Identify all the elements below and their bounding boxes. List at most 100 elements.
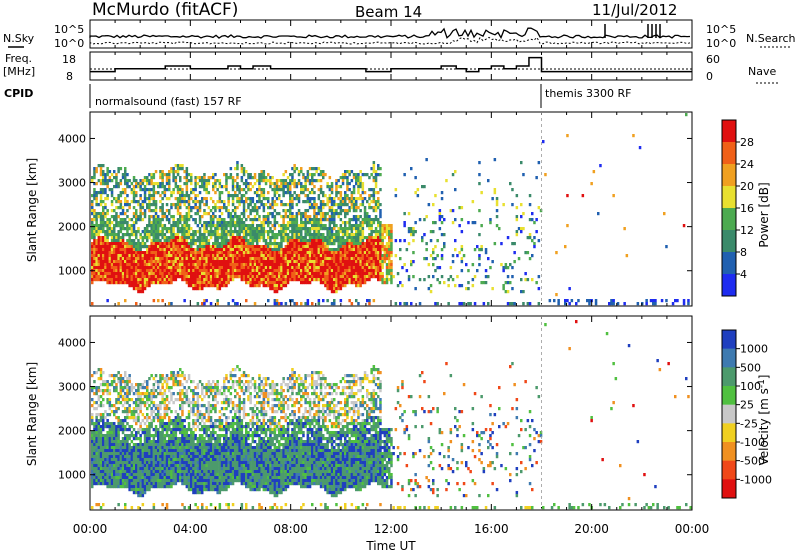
data-cell <box>271 206 274 210</box>
data-cell <box>238 224 241 228</box>
data-cell <box>517 227 521 231</box>
data-cell <box>234 215 237 219</box>
data-cell <box>190 173 193 177</box>
data-cell <box>374 191 378 195</box>
data-cell <box>493 188 497 192</box>
data-cell <box>434 269 437 273</box>
data-cell <box>350 236 354 240</box>
data-cell <box>93 230 96 234</box>
data-cell <box>139 242 142 246</box>
data-cell <box>99 182 103 186</box>
data-cell <box>346 239 349 243</box>
data-cell <box>150 260 153 264</box>
data-cell <box>429 239 433 243</box>
data-cell <box>271 272 274 276</box>
data-cell <box>132 245 136 249</box>
data-cell <box>223 224 226 228</box>
data-cell <box>361 278 365 282</box>
data-cell <box>361 203 365 207</box>
data-cell <box>161 278 164 282</box>
data-cell <box>258 224 261 228</box>
data-cell <box>379 248 382 252</box>
data-cell <box>165 239 169 243</box>
data-cell <box>141 230 145 234</box>
data-cell <box>113 275 116 279</box>
data-cell <box>341 173 345 177</box>
data-cell <box>126 479 129 483</box>
data-cell <box>95 467 98 471</box>
data-cell <box>291 242 294 246</box>
data-cell <box>262 239 266 243</box>
data-cell <box>168 197 171 201</box>
data-cell <box>273 284 277 288</box>
data-cell <box>137 239 140 243</box>
data-cell <box>185 194 189 198</box>
data-cell <box>416 194 420 198</box>
data-cell <box>194 197 197 201</box>
data-cell <box>124 506 127 510</box>
data-cell <box>99 482 103 486</box>
data-cell <box>126 446 129 450</box>
beam-title: Beam 14 <box>355 3 422 21</box>
data-cell <box>337 197 340 201</box>
data-cell <box>355 239 358 243</box>
data-cell <box>207 242 211 246</box>
data-cell <box>141 287 145 291</box>
data-cell <box>487 275 490 279</box>
data-cell <box>192 248 195 252</box>
data-cell <box>159 257 162 261</box>
data-cell <box>143 260 147 264</box>
data-cell <box>121 455 125 459</box>
data-cell <box>363 242 367 246</box>
data-cell <box>385 269 389 273</box>
data-cell <box>223 266 226 270</box>
data-cell <box>121 272 125 276</box>
data-cell <box>165 230 169 234</box>
data-cell <box>126 386 129 390</box>
data-cell <box>198 191 202 195</box>
data-cell <box>313 167 316 171</box>
data-cell <box>108 278 112 282</box>
data-cell <box>302 236 305 240</box>
data-cell <box>282 191 285 195</box>
data-cell <box>115 251 118 255</box>
data-cell <box>185 218 189 222</box>
data-cell <box>271 176 274 180</box>
data-cell <box>104 221 107 225</box>
data-cell <box>132 197 136 201</box>
data-cell <box>302 200 305 204</box>
data-cell <box>115 452 118 456</box>
data-cell <box>93 371 96 375</box>
data-cell <box>185 278 189 282</box>
data-cell <box>454 284 457 288</box>
data-cell <box>212 269 215 273</box>
data-cell <box>161 248 164 252</box>
data-cell <box>306 275 310 279</box>
data-cell <box>302 251 305 255</box>
data-cell <box>194 182 197 186</box>
data-cell <box>377 197 380 201</box>
data-cell <box>522 227 525 231</box>
data-cell <box>390 245 393 249</box>
data-cell <box>214 182 217 186</box>
data-cell <box>132 266 136 270</box>
data-cell <box>95 194 98 198</box>
data-cell <box>319 212 323 216</box>
data-cell <box>124 254 127 258</box>
data-cell <box>394 194 398 198</box>
data-cell <box>159 272 162 276</box>
data-cell <box>117 269 120 273</box>
data-cell <box>128 452 131 456</box>
data-cell <box>256 242 259 246</box>
data-cell <box>135 185 138 189</box>
data-cell <box>253 254 257 258</box>
data-cell <box>245 245 248 249</box>
data-cell <box>99 473 103 477</box>
data-cell <box>262 215 266 219</box>
data-cell <box>264 218 268 222</box>
data-cell <box>110 266 114 270</box>
data-cell <box>355 269 358 273</box>
data-cell <box>121 260 125 264</box>
data-cell <box>126 251 129 255</box>
data-cell <box>333 281 336 285</box>
